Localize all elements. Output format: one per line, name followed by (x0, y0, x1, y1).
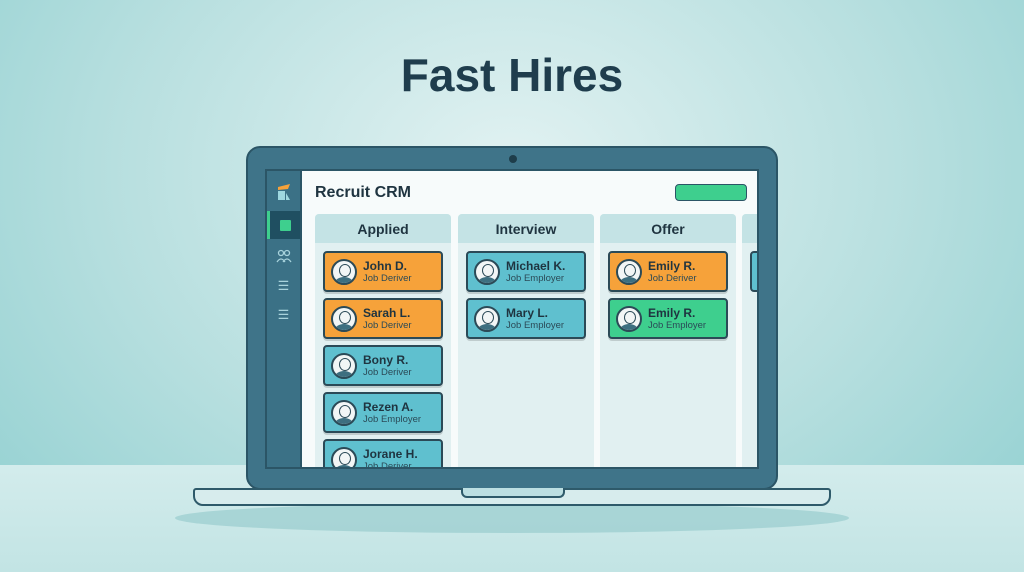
candidate-card[interactable]: Jorane H. Job Deriver (323, 439, 443, 469)
candidate-card[interactable]: Michael K. Job Employer (466, 251, 586, 292)
column-offer: Offer Emily R. Job Deriver Emily R. Job Empl… (600, 214, 736, 467)
candidate-role: Job Deriver (363, 461, 412, 469)
camera-icon (509, 155, 517, 163)
candidate-name: Emily R. (648, 259, 696, 273)
candidate-role: Job Deriver (363, 273, 412, 284)
candidate-card[interactable] (750, 251, 757, 292)
column-header (742, 214, 757, 243)
candidate-name: Mary L. (506, 306, 549, 320)
candidate-role: Job Deriver (363, 320, 412, 331)
avatar-icon (474, 305, 500, 332)
primary-action-button[interactable] (675, 184, 747, 201)
headline: Fast Hires (400, 49, 624, 101)
candidate-name: Jorane H. (363, 447, 418, 461)
column-header: Offer (600, 214, 736, 243)
sidebar-item-list-2[interactable]: ☰ (267, 304, 300, 326)
avatar-icon (331, 352, 357, 379)
sidebar-item-people[interactable] (267, 245, 300, 267)
avatar-icon (331, 305, 357, 332)
candidate-role: Job Employer (506, 273, 565, 284)
candidate-card[interactable]: Bony R. Job Deriver (323, 345, 443, 386)
avatar-icon (331, 446, 357, 467)
column-header: Interview (458, 214, 594, 243)
candidate-card[interactable]: Rezen A. Job Employer (323, 392, 443, 433)
logo-icon (267, 179, 300, 205)
sidebar-item-dashboard[interactable] (267, 211, 300, 239)
avatar-icon (331, 258, 357, 285)
candidate-card[interactable]: John D. Job Deriver (323, 251, 443, 292)
laptop-shadow (175, 503, 849, 533)
app-title: Recruit CRM (315, 184, 412, 201)
candidate-name: John D. (363, 259, 407, 273)
list-icon: ☰ (277, 307, 290, 322)
candidate-role: Job Employer (506, 320, 565, 331)
avatar-icon (474, 258, 500, 285)
avatar-icon (616, 258, 642, 285)
sidebar: ☰ ☰ (267, 171, 302, 467)
candidate-card[interactable]: Mary L. Job Employer (466, 298, 586, 339)
candidate-card[interactable]: Emily R. Job Deriver (608, 251, 728, 292)
laptop-base (193, 488, 831, 506)
candidate-name: Sarah L. (363, 306, 411, 320)
sidebar-item-list-1[interactable]: ☰ (267, 275, 300, 297)
avatar-icon (616, 305, 642, 332)
avatar-icon (331, 399, 357, 426)
candidate-name: Bony R. (363, 353, 409, 367)
list-icon: ☰ (277, 278, 290, 293)
column-partial (742, 214, 757, 467)
candidate-name: Rezen A. (363, 400, 414, 414)
candidate-role: Job Deriver (363, 367, 412, 378)
candidate-role: Job Deriver (648, 273, 697, 284)
candidate-role: Job Employer (363, 414, 422, 425)
people-icon (275, 249, 292, 263)
candidate-name: Emily R. (648, 306, 696, 320)
laptop-notch (461, 488, 565, 498)
laptop-screen: ☰ ☰ Recruit CRM Applied John D. Job Derive… (265, 169, 759, 469)
candidate-role: Job Employer (648, 320, 707, 331)
dashboard-icon (279, 219, 291, 231)
column-header: Applied (315, 214, 451, 243)
laptop-lid: ☰ ☰ Recruit CRM Applied John D. Job Derive… (246, 146, 778, 490)
candidate-card[interactable]: Emily R. Job Employer (608, 298, 728, 339)
column-interview: Interview Michael K. Job Employer Mary L. Jo… (458, 214, 594, 467)
column-applied: Applied John D. Job Deriver Sarah L. Job Der… (315, 214, 451, 469)
candidate-name: Michael K. (506, 259, 566, 273)
candidate-card[interactable]: Sarah L. Job Deriver (323, 298, 443, 339)
